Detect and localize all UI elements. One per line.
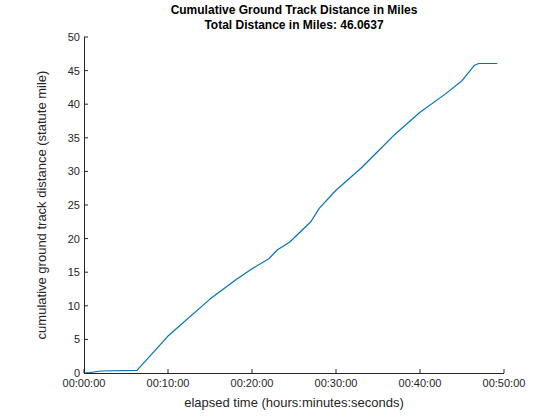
x-axis [84, 373, 504, 374]
x-tick [336, 369, 337, 373]
y-tick-label: 35 [68, 132, 80, 144]
x-tick [252, 369, 253, 373]
y-tick [84, 137, 88, 138]
y-tick-label: 10 [68, 300, 80, 312]
y-tick-label: 50 [68, 31, 80, 43]
x-tick [504, 369, 505, 373]
x-tick-label: 00:50:00 [483, 377, 526, 389]
series-group [87, 63, 498, 373]
x-tick-label: 00:00:00 [63, 377, 106, 389]
y-tick-label: 40 [68, 98, 80, 110]
x-tick [420, 369, 421, 373]
y-tick-label: 45 [68, 65, 80, 77]
y-tick-label: 15 [68, 266, 80, 278]
plot-area [84, 37, 504, 373]
y-axis-label: cumulative ground track distance (statut… [34, 71, 49, 340]
x-axis-label: elapsed time (hours:minutes:seconds) [184, 395, 404, 410]
y-tick [84, 205, 88, 206]
title: Cumulative Ground Track Distance in Mile… [171, 3, 418, 17]
x-tick [168, 369, 169, 373]
y-tick-label: 20 [68, 233, 80, 245]
x-tick-label: 00:40:00 [399, 377, 442, 389]
subtitle: Total Distance in Miles: 46.0637 [204, 18, 384, 32]
y-tick [84, 305, 88, 306]
x-tick-label: 00:20:00 [231, 377, 274, 389]
y-tick [84, 70, 88, 71]
x-tick [84, 369, 85, 373]
y-tick-label: 30 [68, 165, 80, 177]
y-tick [84, 238, 88, 239]
y-tick [84, 104, 88, 105]
chart: 0510152025303540455000:00:0000:10:0000:2… [0, 0, 560, 420]
background [0, 0, 560, 420]
x-tick-label: 00:10:00 [147, 377, 190, 389]
y-tick-label: 25 [68, 199, 80, 211]
y-tick [84, 339, 88, 340]
y-tick [84, 37, 88, 38]
y-tick-label: 5 [74, 333, 80, 345]
y-tick [84, 171, 88, 172]
data-line [87, 63, 498, 373]
x-tick-label: 00:30:00 [315, 377, 358, 389]
y-tick [84, 272, 88, 273]
